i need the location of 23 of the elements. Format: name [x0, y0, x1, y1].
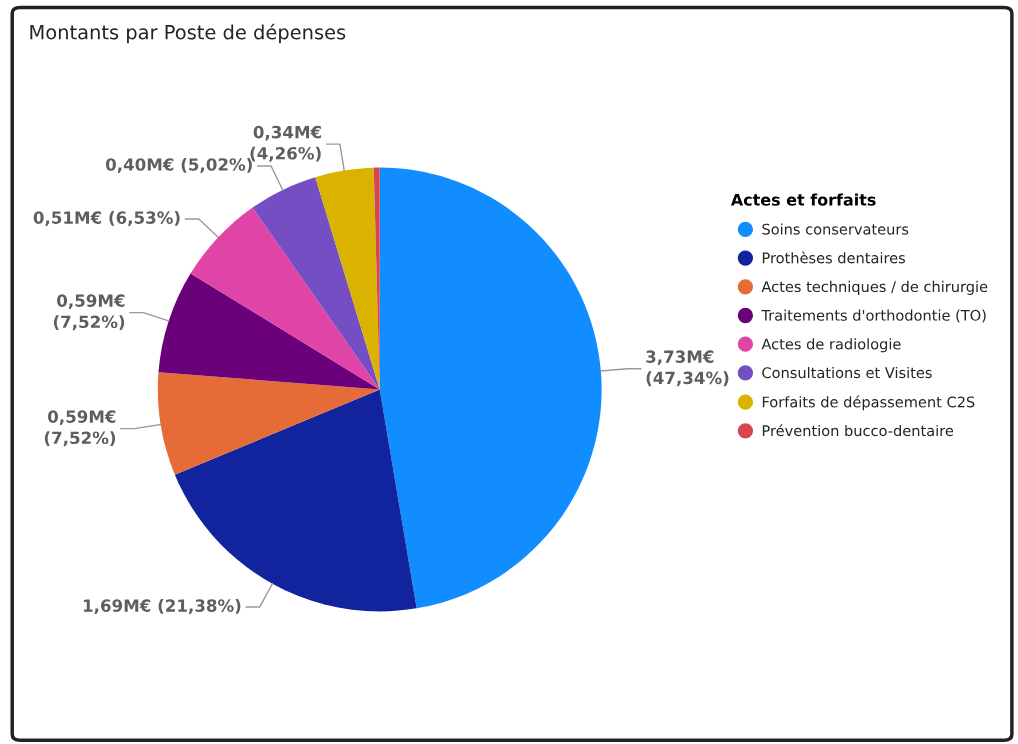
legend-label: Consultations et Visites [762, 366, 932, 379]
data-label: 0,59M€ (7,52%) [44, 410, 116, 447]
legend-title: Actes et forfaits [730, 193, 876, 206]
pie-slice [157, 372, 380, 475]
legend-label: Forfaits de dépassement C2S [762, 395, 975, 411]
pie-slice [252, 177, 380, 390]
data-label: 0,40M€ (5,02%) [105, 157, 252, 173]
pie-slice [158, 273, 380, 390]
pie-slice [315, 167, 380, 390]
legend-label: Prothèses dentaires [762, 251, 906, 264]
data-label: 3,73M€ (47,34%) [646, 350, 729, 387]
data-label: 0,34M€ (4,26%) [250, 125, 322, 162]
legend-label: Prévention bucco-dentaire [762, 424, 954, 437]
data-label: 0,51M€ (6,53%) [33, 211, 180, 227]
legend-label: Actes de radiologie [761, 338, 901, 353]
legend-label: Actes techniques / de chirurgie [761, 280, 988, 295]
chart-title: Montants par Poste de dépenses [30, 23, 346, 44]
data-label: 1,69M€ (21,38%) [83, 599, 241, 615]
legend-label: Soins conservateurs [762, 223, 909, 235]
pie-slice [190, 207, 380, 390]
legend-label: Traitements d'orthodontie (TO) [761, 309, 986, 323]
pie-slice [379, 167, 602, 609]
data-label: 0,59M€ (7,52%) [53, 294, 125, 331]
